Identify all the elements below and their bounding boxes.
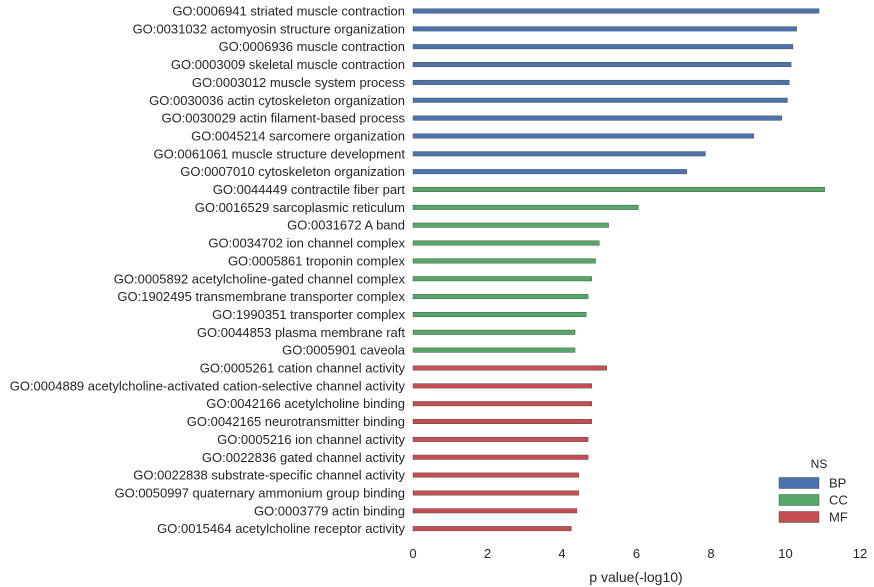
bar-cc [412, 258, 596, 264]
bar-cc [412, 312, 587, 317]
legend: NS BP CC MF [778, 457, 848, 525]
x-tick-label: 6 [633, 546, 640, 561]
x-axis-ticks: 0 2 4 6 8 10 12 [409, 546, 867, 561]
x-tick-label: 12 [853, 546, 867, 561]
legend-swatch-mf [778, 511, 820, 523]
bar-bp [412, 115, 782, 121]
category-label: GO:0005261 cation channel activity [200, 361, 406, 376]
category-label: GO:1990351 transporter complex [212, 307, 405, 322]
category-label: GO:0034702 ion channel complex [208, 236, 405, 251]
x-tick-label: 0 [409, 546, 416, 561]
bar-mf [412, 526, 572, 532]
legend-label-mf: MF [829, 510, 848, 525]
bar-mf [412, 419, 593, 424]
bar-bp [412, 133, 755, 139]
category-label: GO:0022836 gated channel activity [202, 450, 406, 465]
legend-swatch-bp [778, 477, 820, 489]
legend-title: NS [811, 457, 828, 471]
category-label: GO:0044449 contractile fiber part [213, 182, 406, 197]
category-label: GO:0042166 acetylcholine binding [206, 396, 405, 411]
bar-cc [412, 329, 576, 335]
category-label: GO:0003009 skeletal muscle contraction [171, 57, 405, 72]
bar-mf [412, 490, 579, 496]
bar-mf [412, 472, 579, 478]
category-label: GO:0006936 muscle contraction [219, 39, 405, 54]
bar-cc [412, 294, 589, 300]
category-labels: GO:0006941 striated muscle contraction GO… [10, 4, 406, 537]
bar-cc [412, 187, 825, 192]
category-label: GO:0031032 actomyosin structure organiza… [133, 21, 405, 36]
x-tick-label: 4 [558, 546, 565, 561]
bar-mf [412, 383, 593, 389]
category-label: GO:0045214 sarcomere organization [191, 128, 405, 143]
bar-mf [412, 454, 589, 460]
category-label: GO:0030036 actin cytoskeleton organizati… [149, 93, 405, 108]
bar-cc [412, 204, 639, 210]
legend-label-cc: CC [829, 493, 848, 508]
category-label: GO:0016529 sarcoplasmic reticulum [195, 200, 405, 215]
legend-label-bp: BP [829, 476, 846, 491]
category-label: GO:1902495 transmembrane transporter com… [117, 289, 405, 304]
bar-cc [412, 222, 609, 228]
bar-bp [412, 26, 797, 32]
category-label: GO:0003779 actin binding [254, 503, 405, 518]
bar-cc [412, 347, 576, 353]
legend-swatch-cc [778, 494, 820, 506]
x-tick-label: 2 [484, 546, 491, 561]
bar-mf [412, 401, 593, 407]
x-tick-label: 10 [778, 546, 792, 561]
bar-bp [412, 169, 687, 175]
category-label: GO:0005216 ion channel activity [217, 432, 405, 447]
category-label: GO:0003012 muscle system process [192, 75, 406, 90]
bar-bp [412, 151, 706, 157]
category-label: GO:0015464 acetylcholine receptor activi… [157, 521, 405, 536]
bars [412, 8, 825, 532]
category-label: GO:0022838 substrate-specific channel ac… [133, 468, 405, 483]
category-label: GO:0005901 caveola [282, 343, 406, 358]
category-label: GO:0005892 acetylcholine-gated channel c… [114, 271, 406, 286]
bar-mf [412, 365, 607, 371]
category-label: GO:0031672 A band [287, 218, 405, 233]
category-label: GO:0007010 cytoskeleton organization [180, 164, 405, 179]
bar-bp [412, 97, 788, 103]
category-label: GO:0006941 striated muscle contraction [172, 4, 405, 19]
x-tick-label: 8 [707, 546, 714, 561]
bar-mf [412, 508, 578, 514]
bar-bp [412, 79, 790, 85]
category-label: GO:0005861 troponin complex [228, 253, 406, 268]
x-axis-label: p value(-log10) [589, 569, 682, 585]
bar-bp [412, 8, 820, 14]
bar-mf [412, 436, 589, 442]
category-label: GO:0050997 quaternary ammonium group bin… [114, 485, 405, 500]
category-label: GO:0061061 muscle structure development [154, 146, 406, 161]
category-label: GO:0044853 plasma membrane raft [197, 325, 405, 340]
bar-cc [412, 276, 593, 282]
category-label: GO:0004889 acetylcholine-activated catio… [10, 378, 406, 393]
bar-bp [412, 62, 792, 67]
category-label: GO:0042165 neurotransmitter binding [187, 414, 405, 429]
category-label: GO:0030029 actin filament-based process [161, 111, 405, 126]
bar-bp [412, 44, 794, 50]
bar-cc [412, 240, 600, 246]
